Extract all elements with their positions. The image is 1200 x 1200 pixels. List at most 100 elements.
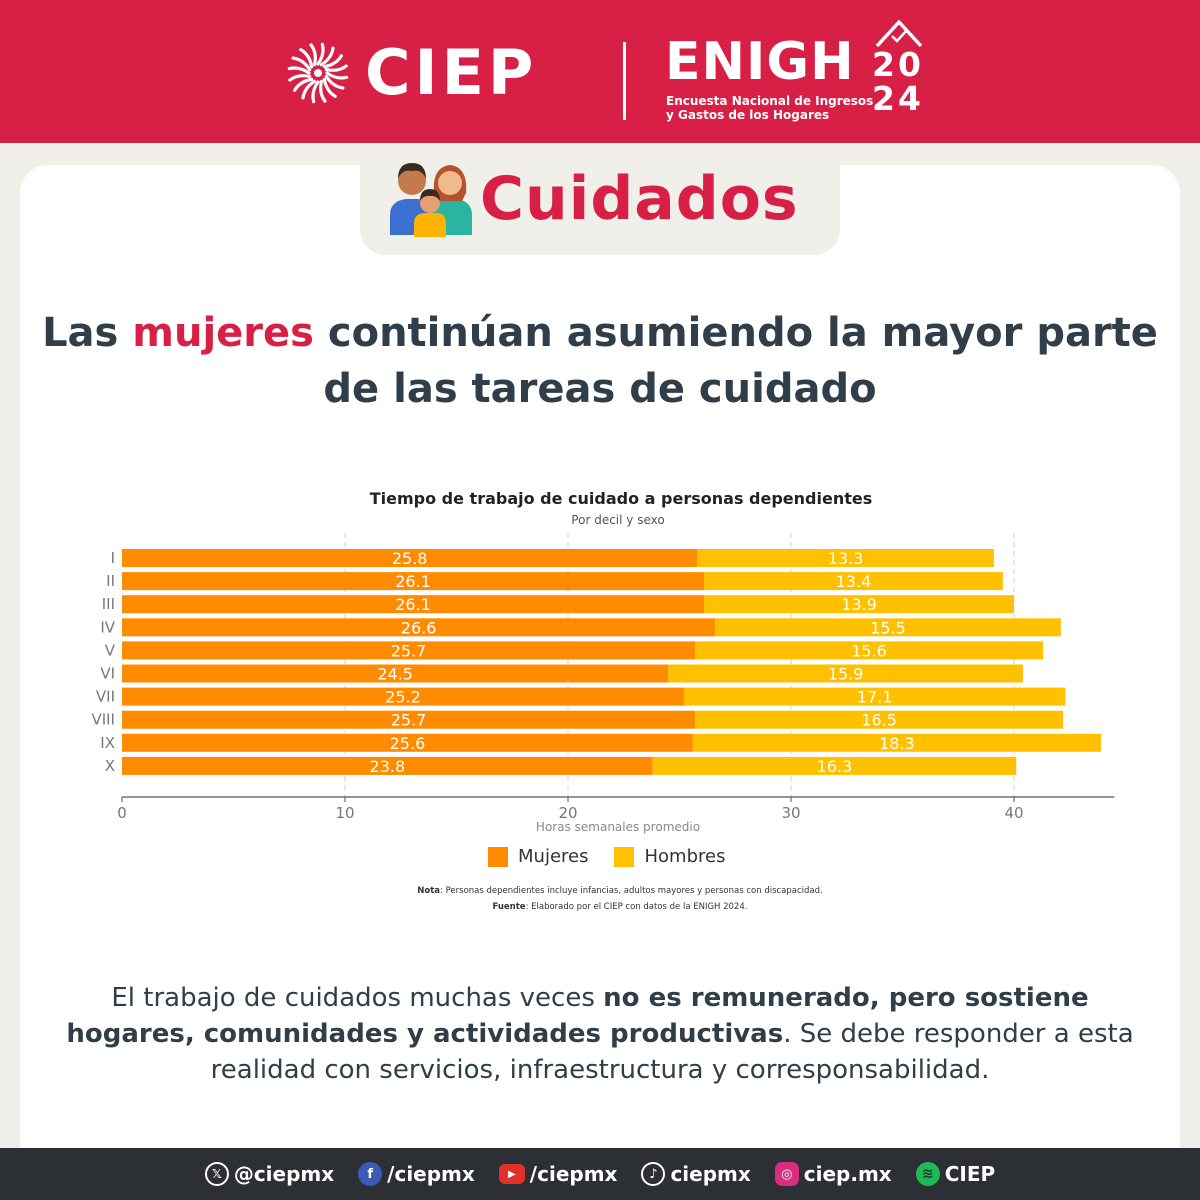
social-spotify-link[interactable]: ≋ CIEP <box>915 1162 996 1186</box>
tiktok-icon: ♪ <box>641 1162 666 1186</box>
bar-hombres <box>668 664 1023 683</box>
y-tick-label: I <box>111 549 115 567</box>
y-tick-label: X <box>105 757 115 775</box>
bar-hombres <box>652 756 1017 775</box>
bar-hombres <box>704 595 1014 614</box>
social-facebook-link[interactable]: f /ciepmx <box>358 1162 475 1186</box>
data-label: 25.8 <box>392 549 428 568</box>
legend-swatch-mujeres <box>488 846 508 867</box>
legend-label-mujeres: Mujeres <box>518 846 589 867</box>
y-tick-label: IX <box>100 734 115 752</box>
facebook-icon: f <box>358 1162 383 1186</box>
ciep-wordmark: CIEP <box>365 36 538 109</box>
family-icon <box>390 163 472 237</box>
data-label: 25.7 <box>391 711 427 730</box>
bar-hombres <box>715 618 1061 637</box>
data-label: 13.9 <box>841 595 877 614</box>
chart-note: Nota: Personas dependientes incluye infa… <box>0 883 1200 899</box>
enigh-year: 20 24 <box>872 48 932 116</box>
y-tick-label: VII <box>96 688 115 706</box>
bar-hombres <box>695 641 1043 660</box>
social-tiktok-link[interactable]: ♪ ciepmx <box>641 1162 751 1186</box>
y-tick-label: IV <box>100 618 115 636</box>
x-axis-label: Horas semanales promedio <box>536 820 700 834</box>
data-label: 15.5 <box>870 618 906 637</box>
section-title: Cuidados <box>480 164 799 234</box>
social-youtube-link[interactable]: ▶ /ciepmx <box>498 1162 618 1186</box>
social-instagram-label: ciep.mx <box>803 1162 892 1186</box>
data-label: 24.5 <box>377 665 413 684</box>
y-tick-label: VI <box>100 665 115 683</box>
enigh-year-bottom: 24 <box>872 79 924 118</box>
chart-notes: Nota: Personas dependientes incluye infa… <box>0 883 1200 915</box>
x-tick-label: 0 <box>117 804 127 822</box>
social-spotify-label: CIEP <box>944 1162 996 1186</box>
enigh-logo[interactable]: ENIGH 20 24 Encuesta Nacional de Ingreso… <box>665 20 927 126</box>
social-instagram-link[interactable]: ◎ ciep.mx <box>774 1162 892 1186</box>
data-label: 15.6 <box>851 641 887 660</box>
data-label: 25.7 <box>391 641 427 660</box>
paragraph-text-1: El trabajo de cuidados muchas veces <box>111 983 604 1013</box>
chart-legend: Mujeres Hombres <box>488 846 751 867</box>
ciep-logo[interactable]: CIEP <box>285 40 537 106</box>
data-label: 26.1 <box>395 595 431 614</box>
legend-label-hombres: Hombres <box>644 846 726 867</box>
x-tick-label: 40 <box>1004 804 1023 822</box>
spotify-icon: ≋ <box>915 1162 940 1186</box>
bar-hombres <box>683 687 1066 706</box>
data-label: 13.4 <box>836 572 872 591</box>
bar-mujeres <box>122 572 705 591</box>
social-x-label: @ciepmx <box>233 1162 335 1186</box>
bar-mujeres <box>122 756 653 775</box>
enigh-year-top: 20 <box>872 45 924 84</box>
note-text: : Personas dependientes incluye infancia… <box>440 886 823 896</box>
x-tick-label: 10 <box>335 804 354 822</box>
data-label: 26.6 <box>401 618 437 637</box>
bar-mujeres <box>122 549 698 567</box>
bar-hombres <box>704 572 1003 591</box>
social-youtube-label: /ciepmx <box>529 1162 618 1186</box>
y-tick-label: II <box>106 572 115 590</box>
x-icon: 𝕏 <box>204 1162 229 1186</box>
source-label: Fuente <box>492 902 526 912</box>
header-bar: CIEP ENIGH 20 24 Encuesta Nacional de In… <box>0 0 1200 143</box>
body-paragraph: El trabajo de cuidados muchas veces no e… <box>60 980 1140 1088</box>
bar-hombres <box>695 710 1064 729</box>
enigh-subtitle-line1: Encuesta Nacional de Ingresos <box>666 94 874 108</box>
ciep-burst-icon <box>287 42 349 104</box>
data-label: 13.3 <box>828 549 864 568</box>
enigh-wordmark: ENIGH <box>665 32 855 92</box>
bar-mujeres <box>122 641 696 660</box>
headline-part2: continúan asumiendo la mayor parte <box>313 310 1158 356</box>
enigh-subtitle-line2: y Gastos de los Hogares <box>666 108 830 122</box>
bar-mujeres <box>122 710 696 729</box>
legend-item-hombres: Hombres <box>614 846 725 867</box>
y-tick-label: V <box>105 641 116 659</box>
data-label: 25.6 <box>390 734 426 753</box>
chart-subtitle: Por decil y sexo <box>571 513 665 527</box>
bar-mujeres <box>122 664 669 683</box>
data-label: 26.1 <box>395 572 431 591</box>
legend-item-mujeres: Mujeres <box>488 846 588 867</box>
data-label: 17.1 <box>857 688 893 707</box>
y-tick-label: VIII <box>91 711 115 729</box>
note-label: Nota <box>417 886 441 896</box>
bar-hombres <box>697 549 994 567</box>
social-x-link[interactable]: 𝕏 @ciepmx <box>204 1162 335 1186</box>
bar-mujeres <box>122 687 684 706</box>
headline-line1: Las mujeres continúan asumiendo la mayor… <box>0 305 1200 361</box>
headline-part1: Las <box>42 310 133 356</box>
bar-mujeres <box>122 595 705 614</box>
x-tick-label: 20 <box>558 804 577 822</box>
social-facebook-label: /ciepmx <box>387 1162 475 1186</box>
data-label: 15.9 <box>828 665 864 684</box>
youtube-icon: ▶ <box>498 1164 525 1184</box>
headline-line2: de las tareas de cuidado <box>323 366 877 412</box>
data-label: 16.3 <box>817 757 853 776</box>
social-footer: 𝕏 @ciepmx f /ciepmx ▶ /ciepmx ♪ ciepmx ◎… <box>0 1148 1200 1200</box>
social-tiktok-label: ciepmx <box>670 1162 751 1186</box>
source-text: : Elaborado por el CIEP con datos de la … <box>525 902 748 912</box>
data-label: 25.2 <box>385 688 421 707</box>
paragraph-bold: no es remunerado, pero sostiene hogares,… <box>66 983 1089 1049</box>
bar-mujeres <box>122 733 693 752</box>
